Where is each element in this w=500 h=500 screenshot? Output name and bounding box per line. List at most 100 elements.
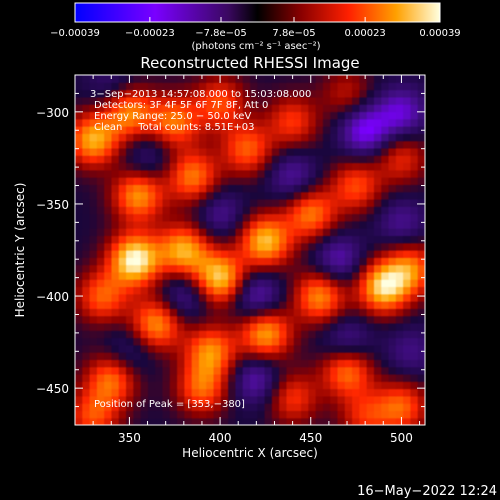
heatmap-cell [126, 257, 134, 266]
heatmap-cell [220, 381, 229, 390]
heatmap-cell [322, 155, 331, 164]
heatmap-cell [198, 169, 207, 178]
heatmap-cell [118, 330, 127, 339]
heatmap-cell [279, 293, 288, 302]
heatmap-cell [352, 242, 360, 251]
heatmap-cell [104, 82, 113, 91]
heatmap-cell [279, 89, 288, 98]
heatmap-cell [352, 177, 360, 185]
heatmap-cell [242, 344, 251, 353]
heatmap-cell [75, 242, 83, 251]
heatmap-cell [271, 315, 280, 324]
heatmap-cell [198, 184, 207, 193]
heatmap-cell [373, 286, 382, 295]
heatmap-cell [213, 133, 222, 142]
heatmap-cell [111, 388, 120, 397]
heatmap-cell [279, 352, 288, 360]
heatmap-cell [111, 206, 120, 215]
heatmap-cell [359, 75, 368, 83]
heatmap-cell [286, 104, 295, 113]
heatmap-cell [373, 126, 382, 134]
heatmap-cell [235, 388, 244, 397]
heatmap-cell [220, 111, 229, 120]
heatmap-cell [257, 403, 266, 412]
heatmap-cell [155, 286, 164, 295]
heatmap-cell [279, 271, 288, 280]
heatmap-cell [250, 344, 258, 353]
heatmap-cell [126, 126, 134, 134]
heatmap-cell [330, 388, 339, 397]
heatmap-cell [301, 191, 309, 200]
heatmap-cell [206, 410, 215, 419]
heatmap-cell [133, 366, 142, 375]
heatmap-cell [315, 177, 324, 185]
heatmap-cell [330, 111, 339, 120]
heatmap-cell [395, 235, 404, 244]
heatmap-cell [395, 82, 404, 91]
heatmap-cell [169, 301, 178, 309]
heatmap-cell [279, 169, 288, 178]
annotation-clean: Clean Total counts: 8.51E+03 [94, 122, 254, 133]
heatmap-cell [359, 140, 368, 149]
heatmap-cell [308, 162, 317, 171]
heatmap-cell [155, 373, 164, 382]
heatmap-cell [126, 395, 134, 404]
heatmap-cell [315, 82, 324, 91]
heatmap-cell [417, 410, 425, 419]
heatmap-cell [198, 395, 207, 404]
heatmap-cell [126, 82, 134, 91]
heatmap-cell [184, 89, 193, 98]
heatmap-cell [228, 417, 237, 425]
heatmap-cell [169, 337, 178, 346]
heatmap-cell [75, 308, 83, 317]
heatmap-cell [147, 359, 156, 368]
heatmap-cell [82, 352, 91, 360]
heatmap-cell [147, 147, 156, 156]
heatmap-cell [213, 126, 222, 134]
heatmap-cell [235, 257, 244, 266]
colorbar-unit-label: (photons cm⁻² s⁻¹ asec⁻²) [191, 41, 320, 52]
heatmap-cell [184, 140, 193, 149]
heatmap-cell [96, 359, 105, 368]
heatmap-cell [337, 162, 346, 171]
heatmap-cell [352, 82, 360, 91]
heatmap-cell [322, 301, 331, 309]
heatmap-cell [395, 228, 404, 237]
heatmap-cell [417, 220, 425, 229]
heatmap-cell [279, 410, 288, 419]
heatmap-cell [155, 104, 164, 113]
heatmap-cell [322, 133, 331, 142]
heatmap-cell [82, 279, 91, 288]
heatmap-cell [111, 75, 120, 83]
heatmap-cell [322, 235, 331, 244]
heatmap-cell [242, 322, 251, 331]
heatmap-cell [220, 198, 229, 207]
heatmap-cell [352, 96, 360, 105]
heatmap-cell [250, 111, 258, 120]
heatmap-cell [257, 330, 266, 339]
heatmap-cell [82, 228, 91, 237]
heatmap-cell [206, 162, 215, 171]
heatmap-cell [104, 162, 113, 171]
heatmap-cell [264, 126, 273, 134]
heatmap-cell [228, 388, 237, 397]
heatmap-cell [133, 308, 142, 317]
heatmap-cell [133, 395, 142, 404]
heatmap-cell [133, 410, 142, 419]
heatmap-cell [75, 213, 83, 222]
heatmap-cell [359, 228, 368, 237]
heatmap-cell [242, 177, 251, 185]
heatmap-cell [111, 322, 120, 331]
heatmap-cell [220, 191, 229, 200]
heatmap-cell [395, 191, 404, 200]
heatmap-cell [250, 286, 258, 295]
heatmap-cell [264, 264, 273, 273]
heatmap-cell [257, 111, 266, 120]
heatmap-cell [315, 235, 324, 244]
heatmap-cell [344, 257, 353, 266]
heatmap-cell [111, 235, 120, 244]
heatmap-cell [257, 373, 266, 382]
heatmap-cell [322, 366, 331, 375]
heatmap-cell [184, 308, 193, 317]
heatmap-cell [198, 410, 207, 419]
